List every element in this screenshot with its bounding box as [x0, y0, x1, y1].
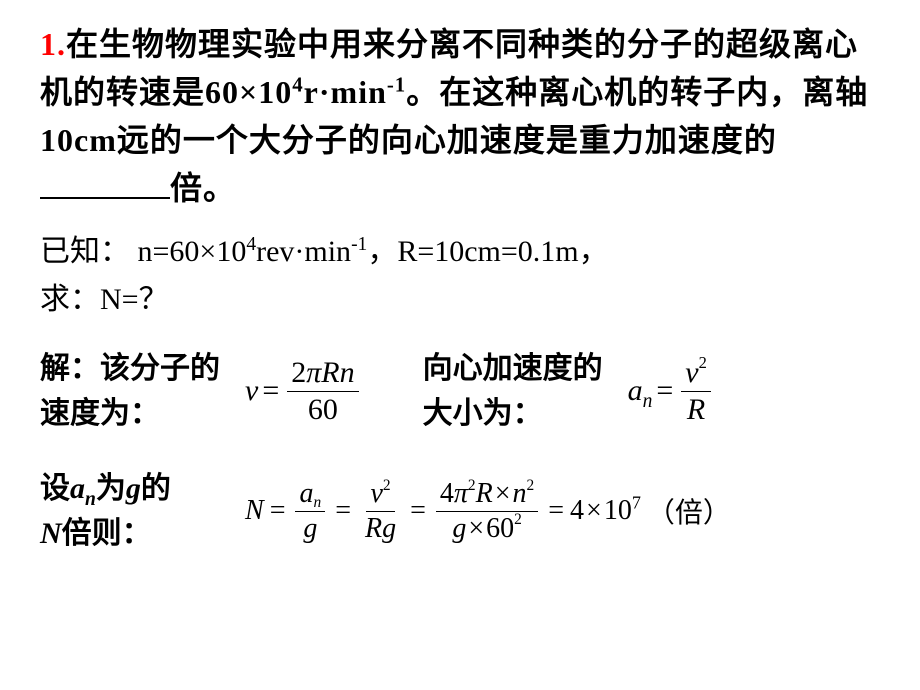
- given-n-exp: 4: [246, 234, 256, 255]
- speed-exp: 4: [292, 73, 303, 96]
- speed-unit: r·min: [304, 74, 387, 110]
- problem-text-2: 。在这种离心机的转子内，离轴: [406, 74, 868, 110]
- v-den: 60: [304, 392, 342, 428]
- problem-number: 1.: [40, 26, 66, 62]
- a-lhs: an: [628, 374, 653, 408]
- speed-unit-exp: -1: [387, 73, 406, 96]
- solution-row-2: 设an为g的N倍则： N = an g = v2 Rg = 4π2R×n2 g×…: [40, 466, 890, 556]
- N-frac1: an g: [295, 477, 325, 545]
- v-num-Rn: Rn: [321, 356, 354, 389]
- accel-label: 向心加速度的大小为：: [423, 346, 603, 436]
- ratio-label: 设an为g的N倍则：: [40, 466, 220, 556]
- N-eq2: =: [335, 495, 351, 527]
- answer-blank: [40, 197, 170, 199]
- speed-val: 60×10: [205, 74, 292, 110]
- v-num-pi: π: [306, 356, 321, 389]
- N-frac2: v2 Rg: [361, 477, 400, 545]
- ask-text: N=？: [100, 283, 169, 316]
- given-n-unit: rev·min: [256, 235, 351, 268]
- N-eq1: =: [270, 495, 286, 527]
- N-frac3: 4π2R×n2 g×602: [436, 477, 538, 545]
- velocity-formula: v = 2πRn 60: [245, 355, 363, 428]
- v-lhs: v: [245, 374, 258, 408]
- N-result: 4×107: [570, 495, 641, 527]
- problem-text-4: 倍。: [170, 170, 236, 206]
- solution-row-1: 解：该分子的速度为： v = 2πRn 60 向心加速度的大小为： an = v…: [40, 346, 890, 436]
- a-num-v: v: [685, 356, 698, 389]
- problem-statement: 1.在生物物理实验中用来分离不同种类的分子的超级离心机的转速是60×104r·m…: [40, 20, 890, 212]
- problem-text-3: 远的一个大分子的向心加速度是重力加速度的: [117, 122, 777, 158]
- distance: 10cm: [40, 122, 117, 158]
- N-eq4: =: [548, 495, 564, 527]
- v-num-2: 2: [291, 356, 306, 389]
- a-eq: =: [656, 374, 673, 408]
- v-fraction: 2πRn 60: [287, 355, 358, 428]
- N-equation-chain: N = an g = v2 Rg = 4π2R×n2 g×602 =: [245, 477, 731, 545]
- given-n-times: ×: [199, 235, 216, 268]
- a-num-exp: 2: [699, 353, 707, 372]
- velocity-label: 解：该分子的速度为：: [40, 346, 220, 436]
- accel-formula: an = v2 R: [628, 355, 715, 428]
- given-R: R=10cm=0.1m: [397, 235, 578, 268]
- N-result-unit: （倍）: [647, 491, 731, 531]
- v-eq: =: [262, 374, 279, 408]
- given-n-base: 10: [216, 235, 246, 268]
- given-n-unit-exp: -1: [351, 234, 367, 255]
- given-end-comma: ，: [579, 235, 609, 268]
- N-lhs: N: [245, 495, 264, 527]
- a-fraction: v2 R: [681, 355, 711, 428]
- N-eq3: =: [410, 495, 426, 527]
- a-den: R: [683, 392, 709, 428]
- ask-prefix: 求：: [40, 283, 100, 316]
- given-info: 已知： n=60×104rev·min-1，R=10cm=0.1m， 求：N=？: [40, 228, 890, 324]
- given-prefix: 已知：: [40, 235, 130, 268]
- given-n: n=60: [138, 235, 200, 268]
- given-comma: ，: [367, 235, 397, 268]
